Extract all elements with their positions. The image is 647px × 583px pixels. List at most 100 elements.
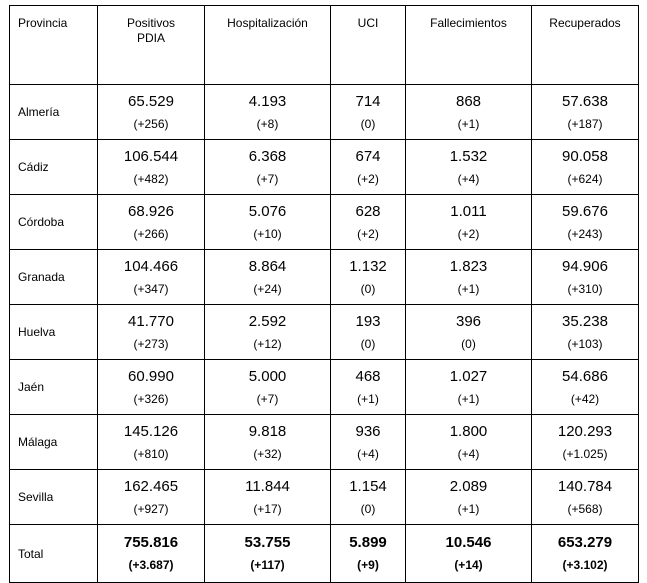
positivos-cell: 106.544 (+482) <box>97 139 205 195</box>
positivos-value: 65.529 <box>128 92 174 110</box>
recuperados-delta: (+568) <box>567 501 603 516</box>
fallecimientos-cell: 868 (+1) <box>405 84 532 140</box>
table-row: Córdoba 68.926 (+266) 5.076 (+10) 628 (+2) 1.01… <box>9 194 639 250</box>
recuperados-value: 120.293 <box>557 422 613 440</box>
header-hospitalizacion: Hospitalización <box>204 5 331 85</box>
table-row: Almería 65.529 (+256) 4.193 (+8) 714 (0) 868 (+1… <box>9 84 639 140</box>
provincia-cell: Sevilla <box>9 469 98 525</box>
positivos-delta: (+326) <box>133 391 169 406</box>
recuperados-delta: (+3.102) <box>562 558 608 572</box>
table-row: Cádiz 106.544 (+482) 6.368 (+7) 674 (+2) 1.532 (… <box>9 139 639 195</box>
fallecimientos-delta: (+1) <box>457 281 480 296</box>
uci-delta: (+2) <box>357 226 379 241</box>
positivos-delta: (+3.687) <box>128 558 174 572</box>
uci-value: 193 <box>355 312 381 330</box>
header-uci: UCI <box>330 5 406 85</box>
fallecimientos-value: 10.546 <box>445 534 492 551</box>
hospitalizacion-delta: (+7) <box>256 391 279 406</box>
recuperados-cell: 59.676 (+243) <box>531 194 639 250</box>
uci-delta: (+4) <box>357 446 379 461</box>
positivos-delta: (+927) <box>133 501 169 516</box>
fallecimientos-cell: 396 (0) <box>405 304 532 360</box>
hospitalizacion-delta: (+117) <box>250 558 285 572</box>
positivos-cell: 755.816 (+3.687) <box>97 524 205 583</box>
uci-delta: (0) <box>360 336 376 351</box>
provincia-cell: Huelva <box>9 304 98 360</box>
positivos-value: 68.926 <box>128 202 174 220</box>
hospitalizacion-value: 5.000 <box>248 367 287 385</box>
fallecimientos-delta: (+14) <box>454 558 483 572</box>
hospitalizacion-value: 6.368 <box>248 147 287 165</box>
uci-cell: 468 (+1) <box>330 359 406 415</box>
hospitalizacion-delta: (+10) <box>253 226 282 241</box>
fallecimientos-value: 1.027 <box>449 367 488 385</box>
table-row: Sevilla 162.465 (+927) 11.844 (+17) 1.154 (0) 2… <box>9 469 639 525</box>
recuperados-value: 57.638 <box>562 92 608 110</box>
positivos-value: 755.816 <box>123 534 179 551</box>
uci-value: 628 <box>355 202 381 220</box>
positivos-cell: 41.770 (+273) <box>97 304 205 360</box>
positivos-cell: 145.126 (+810) <box>97 414 205 470</box>
recuperados-cell: 54.686 (+42) <box>531 359 639 415</box>
uci-value: 674 <box>355 147 381 165</box>
header-recuperados: Recuperados <box>531 5 639 85</box>
positivos-delta: (+273) <box>133 336 169 351</box>
fallecimientos-value: 1.532 <box>449 147 488 165</box>
uci-cell: 193 (0) <box>330 304 406 360</box>
uci-delta: (0) <box>360 116 376 131</box>
hospitalizacion-delta: (+8) <box>256 116 279 131</box>
uci-delta: (+1) <box>357 391 379 406</box>
uci-cell: 628 (+2) <box>330 194 406 250</box>
hospitalizacion-cell: 11.844 (+17) <box>204 469 331 525</box>
positivos-value: 60.990 <box>128 367 174 385</box>
table-row: Málaga 145.126 (+810) 9.818 (+32) 936 (+4) 1.80… <box>9 414 639 470</box>
uci-cell: 5.899 (+9) <box>330 524 406 583</box>
recuperados-value: 653.279 <box>557 534 613 551</box>
hospitalizacion-delta: (+32) <box>253 446 282 461</box>
positivos-cell: 104.466 (+347) <box>97 249 205 305</box>
recuperados-delta: (+310) <box>567 281 603 296</box>
provincia-cell: Cádiz <box>9 139 98 195</box>
positivos-cell: 65.529 (+256) <box>97 84 205 140</box>
fallecimientos-cell: 1.027 (+1) <box>405 359 532 415</box>
recuperados-cell: 140.784 (+568) <box>531 469 639 525</box>
recuperados-value: 140.784 <box>557 477 613 495</box>
table-row: Huelva 41.770 (+273) 2.592 (+12) 193 (0) 396 (0)… <box>9 304 639 360</box>
hospitalizacion-cell: 5.000 (+7) <box>204 359 331 415</box>
fallecimientos-value: 868 <box>455 92 482 110</box>
positivos-value: 104.466 <box>123 257 179 275</box>
data-table-container: Provincia Positivos PDIA Hospitalización… <box>9 5 639 583</box>
total-row: Total 755.816 (+3.687) 53.755 (+117) 5.899 (+9… <box>9 524 639 583</box>
provincia-cell: Total <box>9 524 98 583</box>
fallecimientos-value: 1.011 <box>450 202 487 220</box>
recuperados-cell: 94.906 (+310) <box>531 249 639 305</box>
provincia-cell: Málaga <box>9 414 98 470</box>
fallecimientos-cell: 1.011 (+2) <box>405 194 532 250</box>
uci-cell: 1.154 (0) <box>330 469 406 525</box>
uci-value: 468 <box>355 367 381 385</box>
hospitalizacion-delta: (+7) <box>256 171 279 186</box>
positivos-delta: (+256) <box>133 116 169 131</box>
uci-value: 5.899 <box>349 534 387 551</box>
hospitalizacion-cell: 6.368 (+7) <box>204 139 331 195</box>
recuperados-value: 54.686 <box>562 367 608 385</box>
fallecimientos-delta: (+1) <box>457 116 480 131</box>
header-positivos-label: Positivos PDIA <box>126 16 176 45</box>
hospitalizacion-delta: (+24) <box>253 281 282 296</box>
fallecimientos-delta: (+4) <box>457 171 480 186</box>
recuperados-delta: (+1.025) <box>562 446 608 461</box>
uci-value: 936 <box>355 422 381 440</box>
uci-delta: (+9) <box>357 558 379 572</box>
uci-value: 1.132 <box>349 257 387 275</box>
hospitalizacion-cell: 2.592 (+12) <box>204 304 331 360</box>
hospitalizacion-value: 5.076 <box>248 202 287 220</box>
fallecimientos-delta: (+4) <box>457 446 480 461</box>
hospitalizacion-cell: 9.818 (+32) <box>204 414 331 470</box>
fallecimientos-cell: 10.546 (+14) <box>405 524 532 583</box>
positivos-value: 162.465 <box>123 477 179 495</box>
fallecimientos-cell: 1.532 (+4) <box>405 139 532 195</box>
uci-delta: (0) <box>360 501 376 516</box>
uci-delta: (+2) <box>357 171 379 186</box>
fallecimientos-value: 396 <box>455 312 482 330</box>
recuperados-cell: 653.279 (+3.102) <box>531 524 639 583</box>
